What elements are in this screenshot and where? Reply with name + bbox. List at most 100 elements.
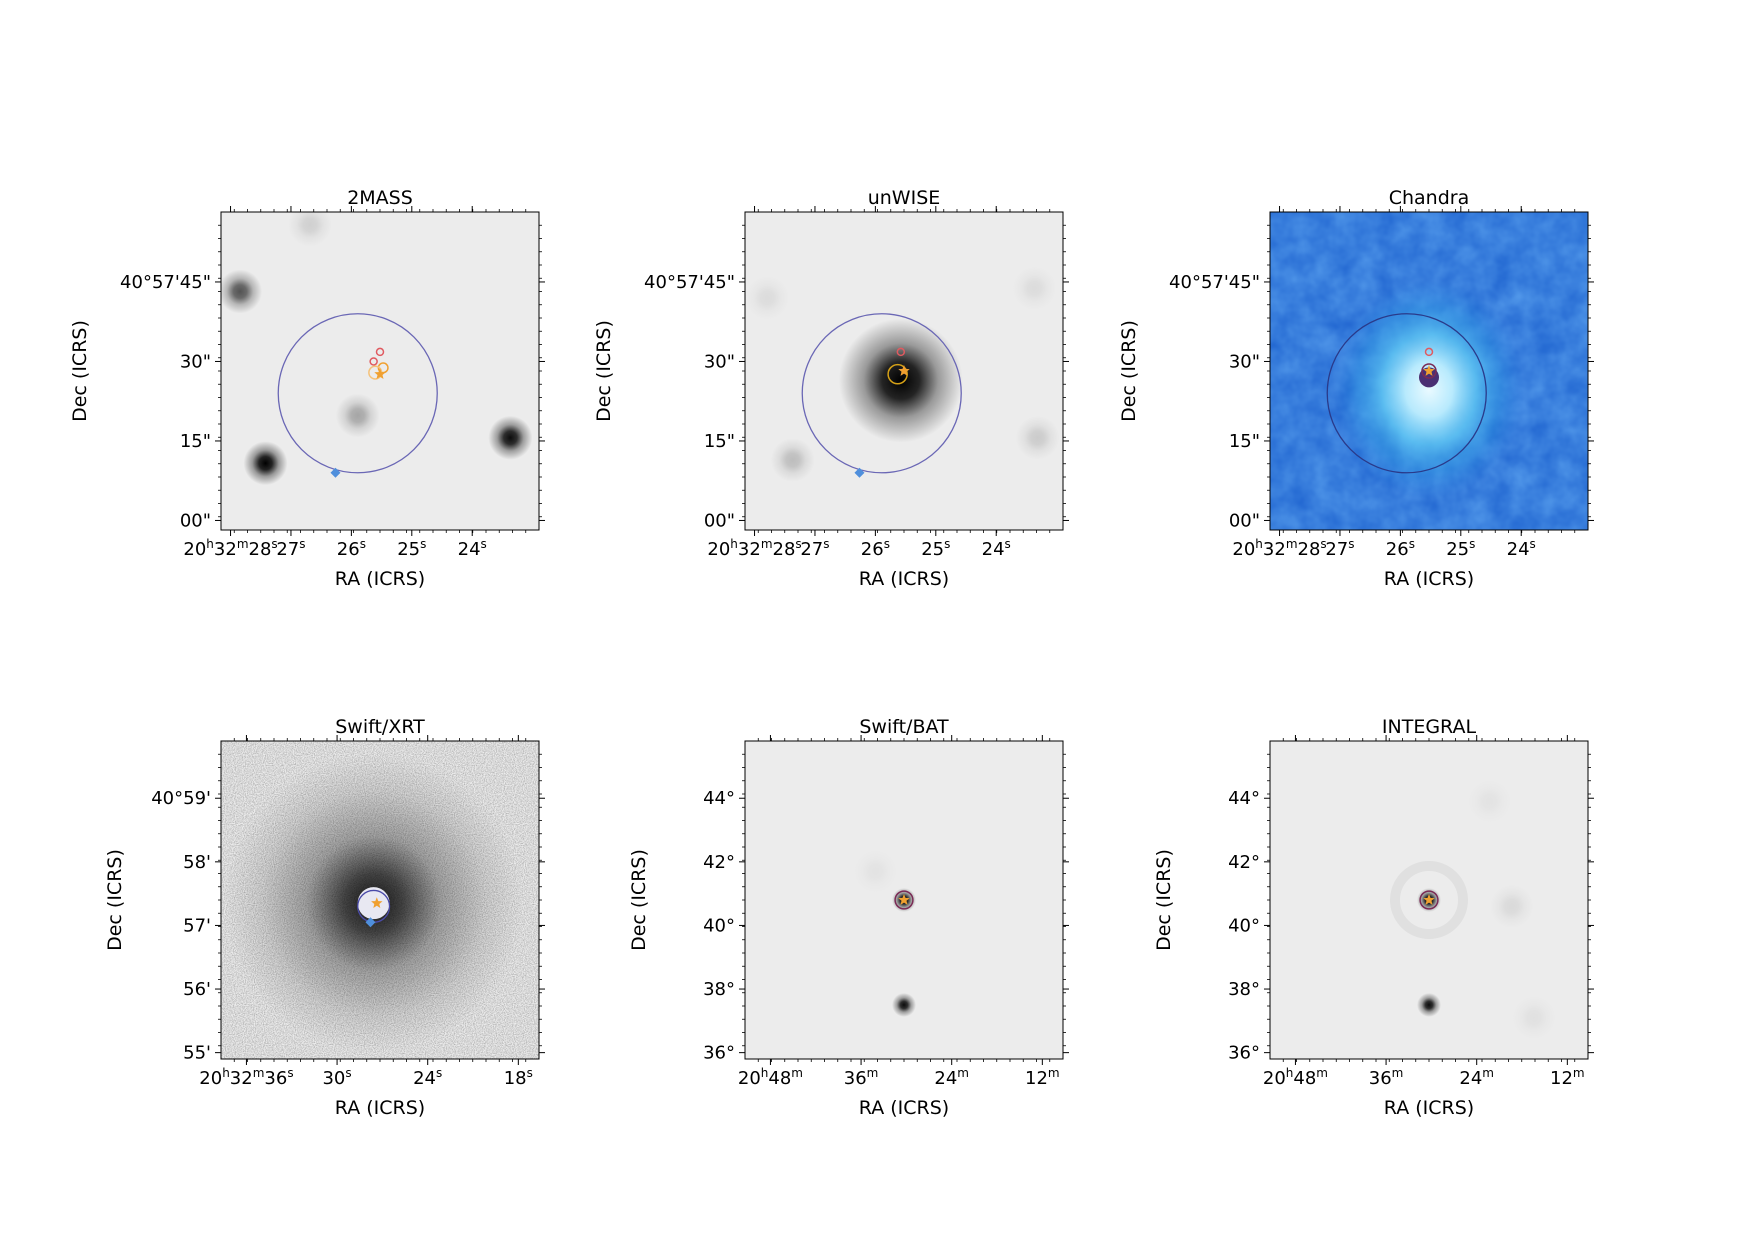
x-tick-label: 20h48m bbox=[1263, 1066, 1328, 1089]
x-tick-label: 24m bbox=[1459, 1066, 1494, 1089]
source-blob bbox=[1489, 884, 1534, 929]
y-axis-label: Dec (ICRS) bbox=[69, 320, 91, 422]
minor-ticks bbox=[218, 738, 542, 1062]
target-star bbox=[898, 365, 910, 376]
source-blob bbox=[1467, 779, 1512, 824]
catalog-circle bbox=[375, 347, 385, 357]
target-star bbox=[1423, 894, 1435, 905]
y-tick-label: 15" bbox=[704, 431, 735, 452]
y-tick-label: 30" bbox=[180, 351, 211, 372]
source-blob bbox=[838, 318, 963, 443]
x-axis-label: RA (ICRS) bbox=[1384, 568, 1474, 590]
minor-ticks bbox=[218, 209, 542, 533]
catalog-circle bbox=[896, 347, 906, 357]
x-tick-label: 20h32m36s bbox=[199, 1066, 293, 1089]
y-tick-label: 38° bbox=[703, 979, 735, 1000]
image-area bbox=[1270, 212, 1588, 530]
panel-title: INTEGRAL bbox=[1382, 716, 1477, 738]
x-tick-label: 12m bbox=[1550, 1066, 1585, 1089]
y-tick-label: 42° bbox=[703, 852, 735, 873]
source-blob bbox=[335, 393, 380, 438]
x-tick-label: 25s bbox=[1446, 537, 1475, 560]
y-tick-label: 00" bbox=[180, 510, 211, 531]
x-tick-label: 25s bbox=[397, 537, 426, 560]
y-axis-label: Dec (ICRS) bbox=[1153, 849, 1175, 951]
catalog-diamond bbox=[330, 467, 341, 478]
source-blob bbox=[1511, 995, 1556, 1040]
y-tick-label: 57' bbox=[183, 915, 211, 936]
image-area bbox=[221, 741, 539, 1059]
panel-title: Swift/BAT bbox=[859, 716, 949, 738]
source-blob bbox=[488, 415, 533, 460]
catalog-diamond bbox=[854, 467, 865, 478]
y-tick-label: 30" bbox=[1229, 351, 1260, 372]
source-blob bbox=[745, 275, 790, 320]
catalog-circle bbox=[894, 890, 914, 910]
source-blob bbox=[243, 441, 288, 486]
catalog-circle bbox=[369, 357, 378, 366]
x-tick-label: 25s bbox=[921, 537, 950, 560]
y-tick-label: 44° bbox=[703, 788, 735, 809]
y-axis-label: Dec (ICRS) bbox=[628, 849, 650, 951]
catalog-circle bbox=[1421, 363, 1437, 379]
minor-ticks bbox=[742, 738, 1066, 1062]
x-tick-label: 36m bbox=[844, 1066, 879, 1089]
panel-swift-xrt: 20h32m36s 30s 24s 18s 55' 56' 57' 58' 40°59' Swif… bbox=[104, 716, 545, 1119]
image-area bbox=[745, 212, 1063, 530]
y-tick-label: 00" bbox=[704, 510, 735, 531]
x-tick-label: 24s bbox=[413, 1066, 442, 1089]
source-ring bbox=[1390, 861, 1468, 939]
source-blob bbox=[1012, 266, 1057, 311]
y-axis-label: Dec (ICRS) bbox=[104, 849, 126, 951]
x-tick-label: 27s bbox=[800, 537, 829, 560]
target-star bbox=[374, 368, 386, 379]
x-axis-label: RA (ICRS) bbox=[859, 1097, 949, 1119]
image-area bbox=[1270, 741, 1588, 1059]
y-axis-label: Dec (ICRS) bbox=[1118, 320, 1140, 422]
target-star bbox=[1423, 365, 1435, 376]
x-axis-label: RA (ICRS) bbox=[859, 568, 949, 590]
x-axis-label: RA (ICRS) bbox=[1384, 1097, 1474, 1119]
panel-title: Chandra bbox=[1389, 187, 1470, 209]
y-tick-label: 40° bbox=[703, 915, 735, 936]
target-star bbox=[371, 897, 383, 908]
y-tick-label: 00" bbox=[1229, 510, 1260, 531]
source-nebula bbox=[1334, 279, 1524, 500]
y-tick-label: 40°57'45" bbox=[1169, 272, 1260, 293]
error-circle bbox=[1326, 313, 1487, 474]
x-tick-label: 26s bbox=[337, 537, 366, 560]
x-axis-label: RA (ICRS) bbox=[335, 568, 425, 590]
y-tick-label: 30" bbox=[704, 351, 735, 372]
y-tick-label: 40°59' bbox=[151, 788, 211, 809]
y-tick-label: 36° bbox=[703, 1043, 735, 1064]
minor-ticks bbox=[742, 209, 1066, 533]
image-area bbox=[745, 741, 1063, 1059]
panel-title: unWISE bbox=[868, 187, 941, 209]
y-tick-label: 38° bbox=[1228, 979, 1260, 1000]
x-tick-label: 20h32m28s bbox=[1232, 537, 1326, 560]
x-tick-label: 12m bbox=[1025, 1066, 1060, 1089]
catalog-circle bbox=[1419, 890, 1439, 910]
minor-ticks bbox=[1267, 738, 1591, 1062]
source-blob bbox=[288, 212, 333, 247]
x-tick-label: 20h32m28s bbox=[183, 537, 277, 560]
x-tick-label: 20h32m28s bbox=[707, 537, 801, 560]
y-tick-label: 36° bbox=[1228, 1043, 1260, 1064]
x-tick-label: 18s bbox=[504, 1066, 533, 1089]
minor-ticks bbox=[1267, 209, 1591, 533]
y-tick-label: 40°57'45" bbox=[120, 272, 211, 293]
x-tick-label: 36m bbox=[1369, 1066, 1404, 1089]
y-tick-label: 40° bbox=[1228, 915, 1260, 936]
source-blob bbox=[853, 849, 898, 894]
source-blob bbox=[1015, 415, 1060, 460]
error-circle bbox=[277, 313, 438, 474]
x-axis-label: RA (ICRS) bbox=[335, 1097, 425, 1119]
y-tick-label: 58' bbox=[183, 852, 211, 873]
source-blob bbox=[1417, 992, 1441, 1017]
y-tick-label: 15" bbox=[180, 431, 211, 452]
panel-title: 2MASS bbox=[347, 187, 413, 209]
